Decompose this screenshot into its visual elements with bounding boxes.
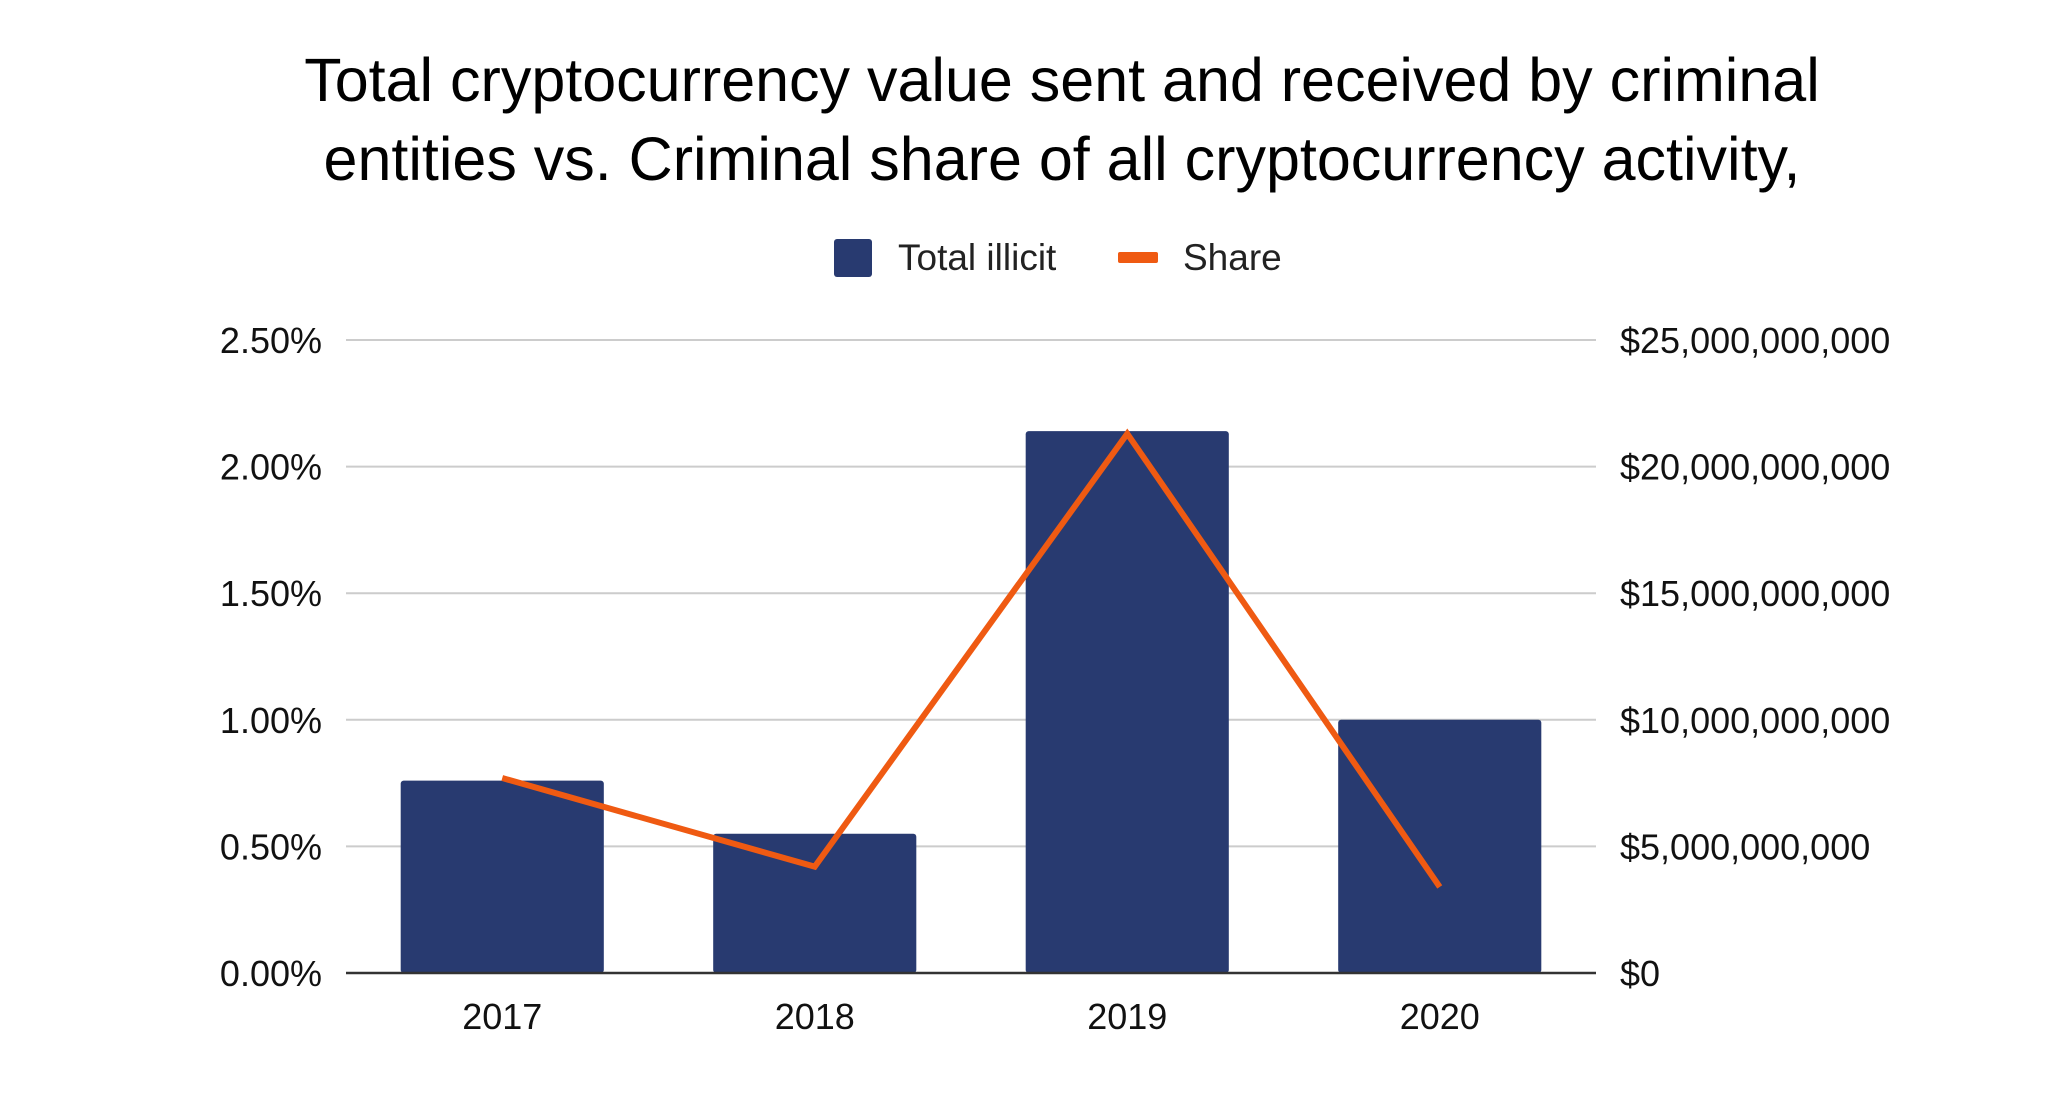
right-axis-tick-label: $0 [1620, 953, 1660, 994]
bars-total-illicit [400, 431, 1542, 974]
right-axis-tick-label: $20,000,000,000 [1620, 447, 1890, 488]
chart-title-line-2: entities vs. Criminal share of all crypt… [324, 125, 1801, 193]
bar-total-illicit [400, 780, 604, 973]
line-share-path [501, 428, 1443, 889]
left-axis-tick-label: 1.50% [220, 573, 322, 614]
left-axis-tick-label: 0.50% [220, 826, 322, 867]
x-axis-tick-label: 2020 [1400, 996, 1480, 1037]
x-axis-tick-label: 2018 [775, 996, 855, 1037]
axes: 0.00% 0.50% 1.00% 1.50% 2.00% 2.50% $0 $5,000,0… [220, 320, 1890, 1037]
x-axis-tick-label: 2017 [462, 996, 542, 1037]
legend-swatch-total-illicit [834, 239, 872, 277]
right-axis-tick-label: $5,000,000,000 [1620, 826, 1870, 867]
legend-label-total-illicit: Total illicit [898, 237, 1057, 278]
bar-total-illicit [713, 833, 917, 973]
x-axis-tick-label: 2019 [1087, 996, 1167, 1037]
right-axis-tick-label: $15,000,000,000 [1620, 573, 1890, 614]
legend-swatch-share [1118, 252, 1158, 263]
legend: Total illicit Share [834, 237, 1282, 278]
left-axis-tick-label: 2.00% [220, 447, 322, 488]
left-axis-tick-label: 0.00% [220, 953, 322, 994]
right-axis-tick-label: $10,000,000,000 [1620, 700, 1890, 741]
chart-title-line-1: Total cryptocurrency value sent and rece… [304, 46, 1820, 114]
right-axis-tick-label: $25,000,000,000 [1620, 320, 1890, 361]
left-axis-tick-label: 2.50% [220, 320, 322, 361]
chart-title: Total cryptocurrency value sent and rece… [304, 46, 1820, 193]
left-axis-tick-label: 1.00% [220, 700, 322, 741]
legend-label-share: Share [1183, 237, 1282, 278]
bar-total-illicit [1338, 719, 1542, 973]
bar-total-illicit [1025, 431, 1229, 974]
line-share [501, 428, 1443, 889]
